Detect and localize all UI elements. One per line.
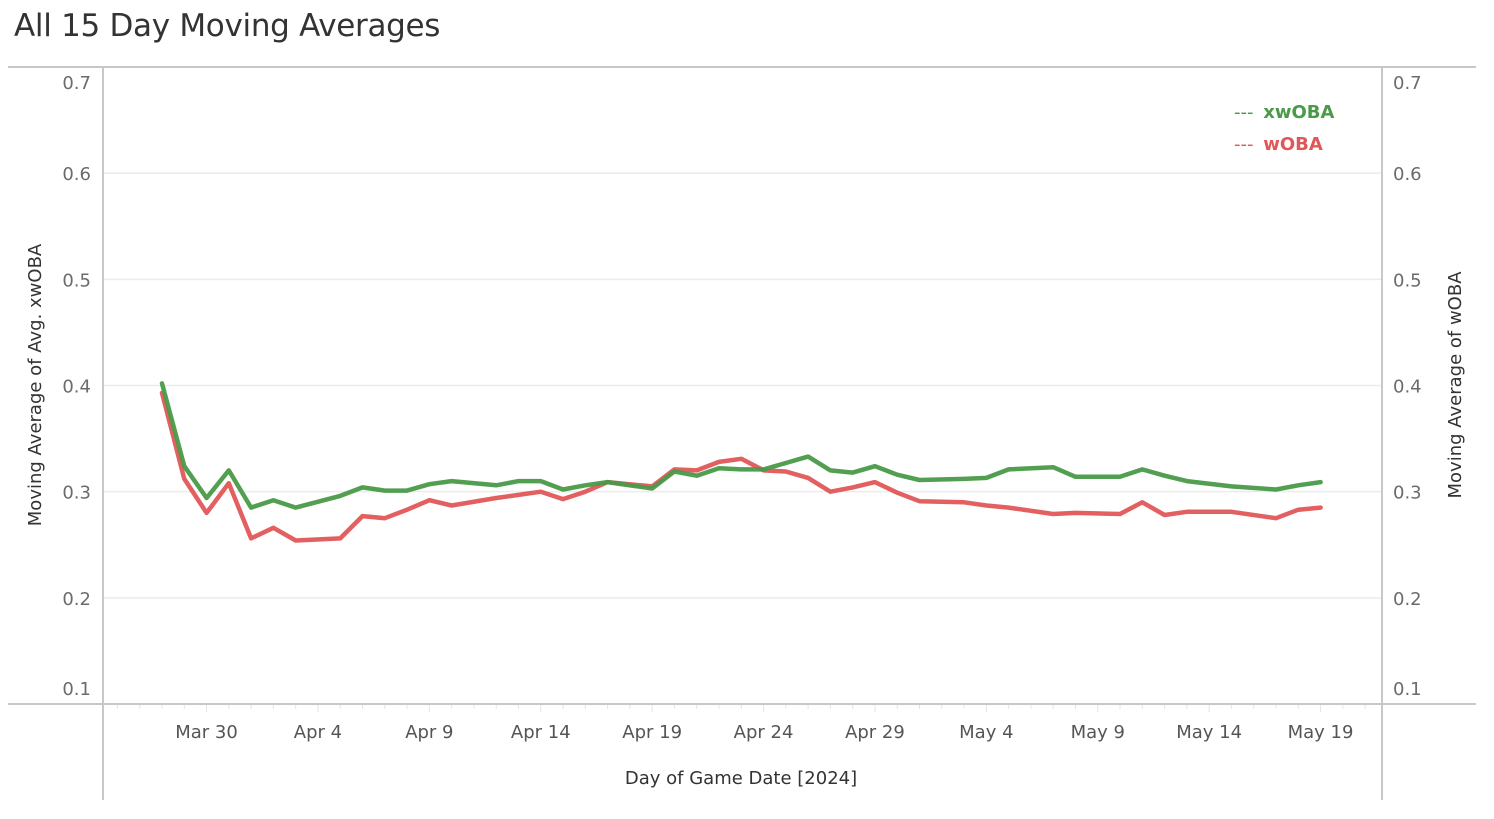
y-tick-label-left: 0.7 [62, 73, 91, 94]
x-axis-title: Day of Game Date [2024] [625, 768, 857, 789]
y-axis-right-title: Moving Average of wOBA [1445, 271, 1466, 499]
legend-label-woba: wOBA [1263, 134, 1323, 155]
x-tick-label: May 9 [1071, 722, 1125, 743]
series-line-xwoba [159, 381, 1323, 510]
legend-item-xwoba: --- xwOBA [1234, 102, 1334, 123]
x-tick-label: May 4 [959, 722, 1013, 743]
axis-frame [8, 66, 1476, 800]
legend-label-xwoba: xwOBA [1263, 102, 1334, 123]
y-tick-label-right: 0.4 [1393, 377, 1422, 398]
y-axis-left-ticks: 0.7 0.6 0.5 0.4 0.3 0.2 0.1 [62, 73, 91, 700]
x-tick-label: Apr 19 [622, 722, 682, 743]
y-tick-label-right: 0.5 [1393, 270, 1422, 291]
series-lines [159, 381, 1323, 543]
x-axis-ticks: Mar 30 Apr 4 Apr 9 Apr 14 Apr 19 Apr 24 Apr 29… [175, 722, 1353, 743]
legend-marker-woba: --- [1234, 134, 1254, 155]
x-tick-label: Apr 4 [294, 722, 342, 743]
y-tick-label-left: 0.5 [62, 270, 91, 291]
y-tick-label-left: 0.4 [62, 377, 91, 398]
y-tick-label-right: 0.3 [1393, 483, 1422, 504]
y-tick-label-right: 0.2 [1393, 589, 1422, 610]
y-tick-label-left: 0.6 [62, 164, 91, 185]
x-tick-label: May 19 [1288, 722, 1354, 743]
y-tick-label-right: 0.6 [1393, 164, 1422, 185]
y-axis-right-ticks: 0.7 0.6 0.5 0.4 0.3 0.2 0.1 [1393, 73, 1422, 700]
x-tick-label: Apr 14 [511, 722, 571, 743]
y-tick-label-left: 0.2 [62, 589, 91, 610]
y-tick-label-right: 0.1 [1393, 679, 1422, 700]
x-tick-label: May 14 [1176, 722, 1242, 743]
legend: --- xwOBA --- wOBA [1234, 102, 1334, 155]
y-tick-label-left: 0.3 [62, 483, 91, 504]
y-axis-left-title: Moving Average of Avg. xwOBA [25, 243, 46, 526]
x-tick-label: Apr 29 [845, 722, 905, 743]
chart-title: All 15 Day Moving Averages [14, 8, 441, 44]
y-tick-label-right: 0.7 [1393, 73, 1422, 94]
y-tick-label-left: 0.1 [62, 679, 91, 700]
series-line-woba [159, 390, 1323, 543]
legend-item-woba: --- wOBA [1234, 134, 1323, 155]
legend-marker-xwoba: --- [1234, 102, 1254, 123]
x-tick-label: Apr 24 [734, 722, 794, 743]
gridlines [103, 172, 1382, 599]
x-tick-label: Mar 30 [175, 722, 238, 743]
x-tick-label: Apr 9 [405, 722, 453, 743]
